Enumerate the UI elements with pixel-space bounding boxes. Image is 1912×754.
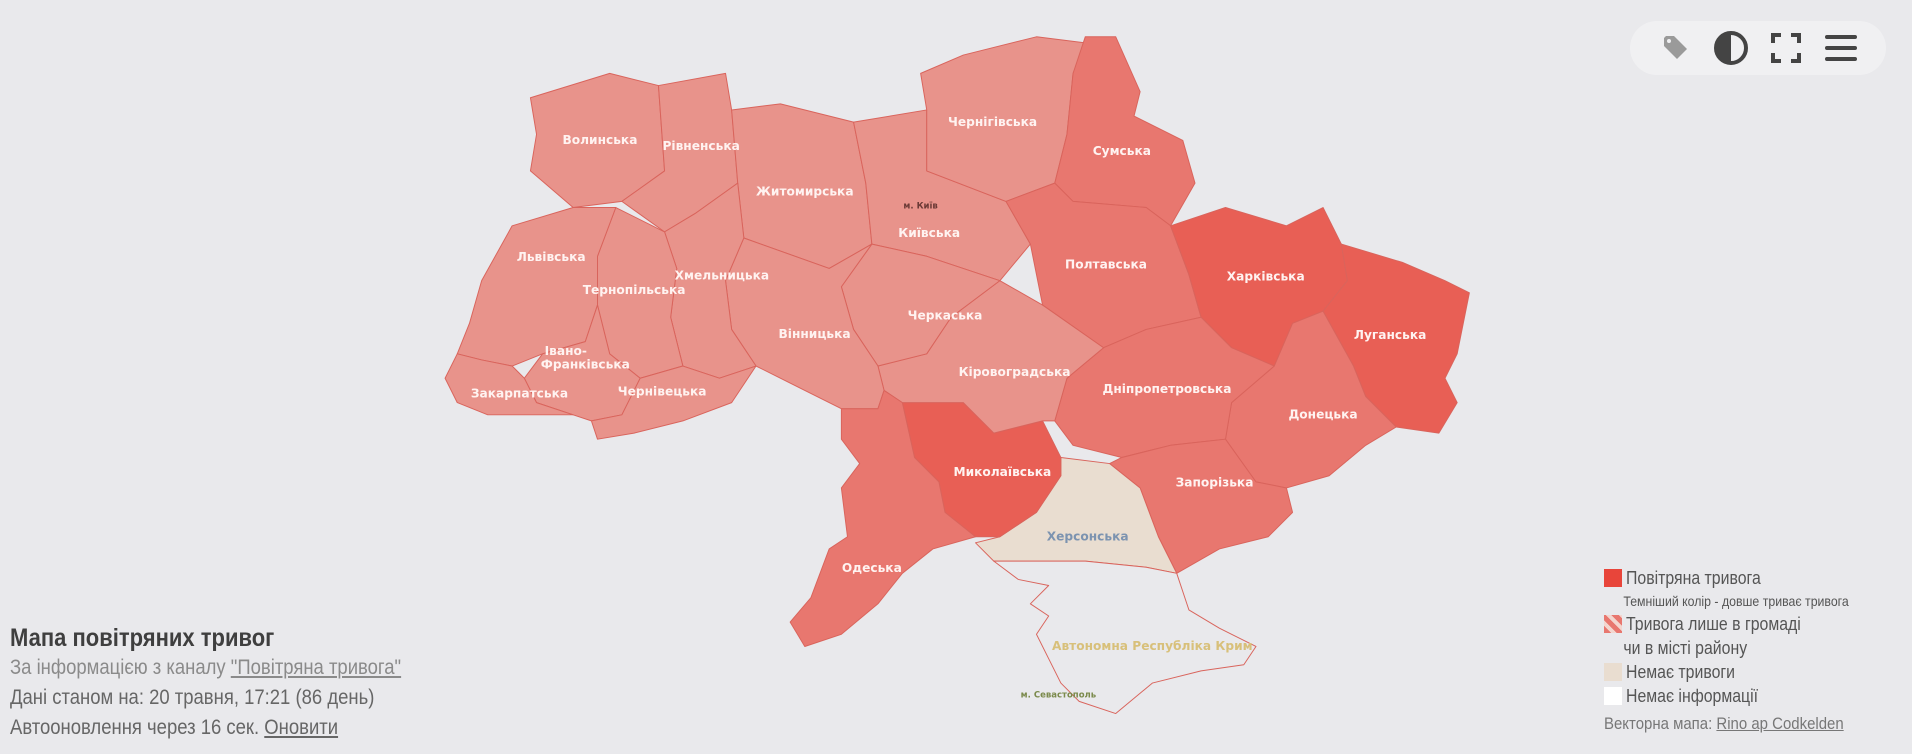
region-label: Чернігівська [948,115,1037,129]
region-label: Дніпропетровська [1102,382,1231,396]
menu-icon [1824,35,1857,61]
legend-item-no-alert: Немає тривоги [1604,660,1882,684]
credit-link[interactable]: Rino ap Codkelden [1716,714,1844,733]
region-label: Волинська [562,133,637,147]
contrast-toggle-button[interactable] [1713,30,1749,66]
region-26[interactable] [993,560,1257,715]
legend-label: Немає тривоги [1626,661,1736,682]
region-label: Чернівецька [618,384,707,398]
region-label: Вінницька [779,327,851,341]
region-label: Франківська [541,357,630,371]
region-label: Львівська [517,250,586,264]
legend-item-alert: Повітряна тривога [1604,566,1882,590]
region-24[interactable] [590,365,757,440]
page-title: Мапа повітряних тривог [10,624,275,652]
menu-button[interactable] [1823,30,1859,66]
region-label: Житомирська [756,184,854,198]
autoupdate-countdown: Автооновлення через 16 сек. [10,716,265,739]
source-line: За інформацією з каналу "Повітряна триво… [10,653,401,683]
region-label: м. Севастополь [1021,691,1097,701]
legend-label: Тривога лише в громаді [1626,613,1801,634]
no-alert-swatch [1604,663,1622,681]
region-label: Донецька [1288,407,1357,421]
source-channel-link[interactable]: "Повітряна тривога" [230,656,402,679]
contrast-icon [1713,31,1748,65]
partial-alert-swatch [1604,615,1622,633]
region-label: м. Київ [903,202,938,212]
fullscreen-button[interactable] [1768,30,1804,66]
region-6[interactable] [1054,36,1196,227]
region-label: Херсонська [1047,529,1129,543]
region-label: Хмельницька [675,268,769,282]
alert-swatch [1604,569,1622,587]
region-23[interactable] [444,353,574,416]
labels-toggle-button[interactable] [1658,30,1694,66]
legend: Повітряна тривога Темніший колір - довше… [1604,566,1882,734]
region-label: Черкаська [908,309,983,323]
region-label: Автономна Республіка Крим [1052,639,1253,653]
region-label: Івано- [545,344,587,358]
region-label: Сумська [1093,144,1151,158]
tag-icon [1663,36,1687,59]
region-label: Тернопільська [583,283,686,297]
region-label: Кіровоградська [959,365,1071,379]
region-label: Харківська [1227,270,1305,284]
refresh-link[interactable]: Оновити [264,716,339,739]
region-label: Миколаївська [953,465,1051,479]
info-panel: Мапа повітряних тривог За інформацією з … [10,624,454,743]
legend-item-partial: Тривога лише в громаді [1604,612,1882,636]
legend-item-no-info: Немає інформації [1604,684,1882,708]
region-25[interactable] [789,389,976,647]
no-info-swatch [1604,687,1622,705]
region-label: Одеська [842,561,902,575]
data-timestamp: Дані станом на: 20 травня, 17:21 (86 ден… [10,686,375,709]
region-label: Запорізька [1176,476,1254,490]
region-label: Закарпатська [471,387,568,401]
legend-label: Немає інформації [1626,685,1759,706]
autoupdate-line: Автооновлення через 16 сек. Оновити [10,713,401,743]
fullscreen-icon [1770,33,1801,63]
region-label: Київська [898,226,960,240]
credit-prefix: Векторна мапа: [1604,714,1717,733]
legend-partial-continued: чи в місті району [1623,638,1748,658]
map-toolbar [1630,21,1886,75]
legend-label: Повітряна тривога [1626,567,1761,588]
map-credit: Векторна мапа: Rino ap Codkelden [1604,714,1849,734]
legend-alert-note: Темніший колір - довше триває тривога [1623,593,1849,609]
source-prefix: За інформацією з каналу [10,656,231,679]
region-label: Рівненська [662,139,739,153]
region-label: Полтавська [1065,257,1147,271]
region-label: Луганська [1354,328,1427,342]
